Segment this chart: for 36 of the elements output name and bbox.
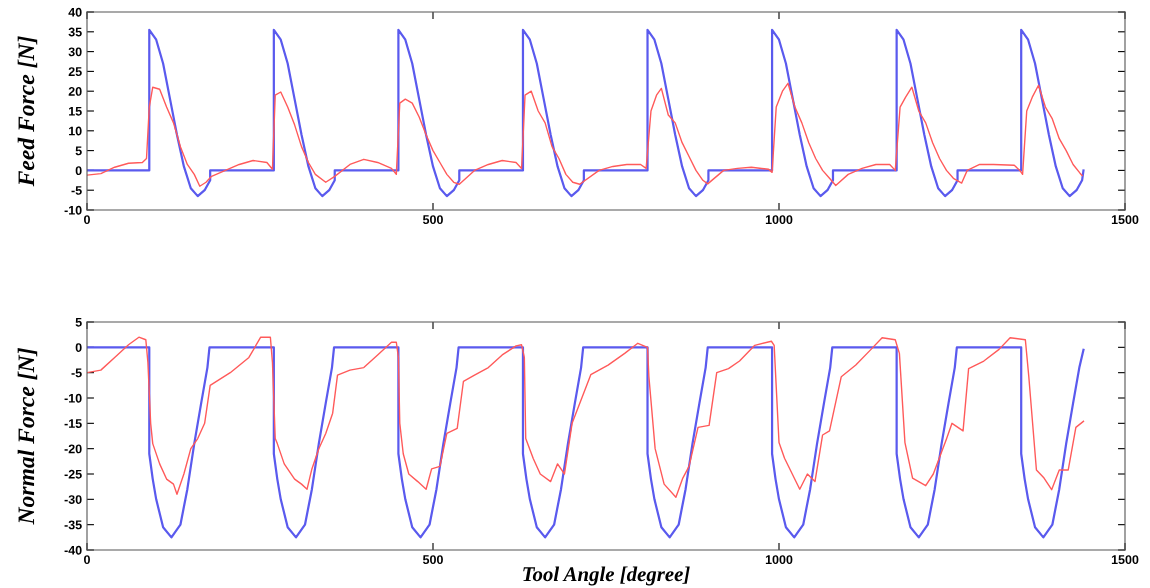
x-tick-label: 1500 bbox=[1111, 555, 1139, 565]
line-series bbox=[87, 346, 1085, 539]
y-tick-label: -25 bbox=[64, 469, 82, 479]
x-tick-label: 0 bbox=[84, 215, 90, 225]
y-tick-label: 35 bbox=[68, 27, 82, 37]
y-tick-label: -35 bbox=[64, 520, 82, 530]
y-tick-label: -30 bbox=[64, 495, 82, 504]
y-tick-label: -20 bbox=[64, 444, 82, 454]
x-axis-title: Tool Angle [degree] bbox=[523, 566, 690, 586]
y-tick-label: 5 bbox=[75, 317, 82, 327]
line-series bbox=[87, 28, 1085, 198]
y-tick-label: 15 bbox=[69, 106, 82, 116]
x-tick-label: 1500 bbox=[1111, 215, 1139, 225]
y-axis-title: Feed Force [N] bbox=[17, 36, 38, 187]
y-tick-label: 0 bbox=[75, 343, 82, 352]
y-tick-label: -10 bbox=[64, 205, 82, 215]
line-series bbox=[87, 336, 1085, 499]
x-tick-label: 500 bbox=[422, 555, 443, 565]
y-tick-label: -5 bbox=[71, 186, 82, 195]
y-tick-label: 40 bbox=[68, 7, 82, 17]
y-tick-label: 25 bbox=[68, 67, 82, 77]
y-tick-label: 30 bbox=[68, 47, 82, 57]
y-tick-label: 5 bbox=[75, 146, 82, 156]
y-axis-title: Normal Force [N] bbox=[17, 348, 38, 525]
x-tick-label: 0 bbox=[84, 555, 90, 565]
y-tick-label: 0 bbox=[75, 166, 82, 176]
line-series bbox=[87, 82, 1083, 187]
x-tick-label: 1000 bbox=[765, 215, 793, 225]
y-tick-label: -40 bbox=[64, 545, 82, 555]
x-tick-label: 1000 bbox=[765, 555, 793, 565]
y-tick-label: -10 bbox=[64, 393, 82, 403]
y-tick-label: 10 bbox=[69, 126, 82, 136]
y-tick-label: -15 bbox=[64, 419, 82, 428]
y-tick-label: -5 bbox=[71, 368, 82, 378]
x-tick-label: 500 bbox=[422, 215, 443, 225]
y-tick-label: 20 bbox=[68, 87, 82, 96]
